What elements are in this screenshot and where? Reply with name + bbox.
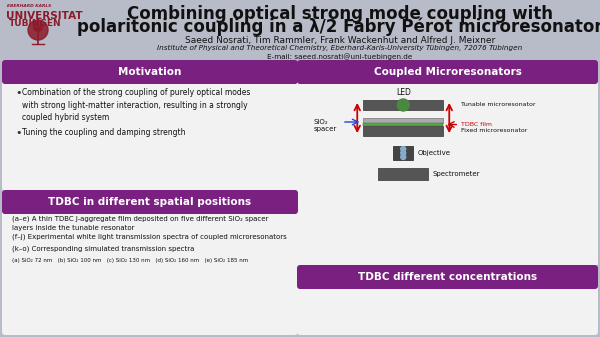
Circle shape bbox=[397, 99, 409, 111]
Text: (a–e) A thin TDBC J-aggregate film deposited on five different SiO₂ spacer
layer: (a–e) A thin TDBC J-aggregate film depos… bbox=[12, 216, 268, 231]
FancyBboxPatch shape bbox=[297, 60, 598, 266]
Text: Combining optical strong mode coupling with: Combining optical strong mode coupling w… bbox=[127, 5, 553, 23]
Circle shape bbox=[401, 154, 406, 159]
FancyBboxPatch shape bbox=[2, 60, 298, 191]
Bar bbox=[363, 126, 443, 136]
Text: Fixed microresonator: Fixed microresonator bbox=[461, 128, 527, 133]
Text: UNIVERSITAT: UNIVERSITAT bbox=[6, 11, 83, 21]
Text: EBERHARD KARLS: EBERHARD KARLS bbox=[7, 4, 51, 8]
Text: •: • bbox=[15, 88, 22, 98]
Text: Coupled Microresonators: Coupled Microresonators bbox=[374, 67, 521, 77]
Text: polaritonic coupling in a λ/2 Fabry Pérot microresonator: polaritonic coupling in a λ/2 Fabry Péro… bbox=[77, 18, 600, 36]
Text: TDBC in different spatial positions: TDBC in different spatial positions bbox=[49, 197, 251, 207]
Bar bbox=[363, 123, 443, 126]
Circle shape bbox=[401, 151, 406, 155]
Text: TDBC different concentrations: TDBC different concentrations bbox=[358, 272, 537, 282]
Circle shape bbox=[401, 147, 406, 152]
FancyBboxPatch shape bbox=[2, 190, 298, 335]
Text: (a) SiO₂ 72 nm   (b) SiO₂ 100 nm   (c) SiO₂ 130 nm   (d) SiO₂ 160 nm   (e) SiO₂ : (a) SiO₂ 72 nm (b) SiO₂ 100 nm (c) SiO₂ … bbox=[12, 258, 248, 263]
Bar bbox=[393, 146, 413, 160]
Text: Combination of the strong coupling of purely optical modes
with strong light-mat: Combination of the strong coupling of pu… bbox=[22, 88, 250, 122]
FancyBboxPatch shape bbox=[297, 60, 598, 84]
FancyBboxPatch shape bbox=[297, 265, 598, 335]
FancyBboxPatch shape bbox=[297, 265, 598, 289]
Circle shape bbox=[28, 20, 48, 40]
Text: E-mail: saeed.nosrati@uni-tuebingen.de: E-mail: saeed.nosrati@uni-tuebingen.de bbox=[268, 53, 413, 60]
Text: Tunable microresonator: Tunable microresonator bbox=[461, 102, 536, 108]
Text: SiO₂
spacer: SiO₂ spacer bbox=[314, 119, 337, 132]
Text: Motivation: Motivation bbox=[118, 67, 182, 77]
FancyBboxPatch shape bbox=[2, 190, 298, 214]
Bar bbox=[363, 100, 443, 110]
Text: TUBINGEN: TUBINGEN bbox=[9, 19, 62, 28]
Bar bbox=[363, 118, 443, 123]
Text: Spectrometer: Spectrometer bbox=[432, 171, 480, 177]
Text: TDBC film: TDBC film bbox=[461, 122, 492, 127]
Text: Saeed Nosrati, Tim Rammler, Frank Wackenhut and Alfred J. Meixner: Saeed Nosrati, Tim Rammler, Frank Wacken… bbox=[185, 36, 495, 45]
Bar bbox=[378, 168, 428, 180]
Text: Institute of Physical and Theoretical Chemistry, Eberhard-Karls-University Tübin: Institute of Physical and Theoretical Ch… bbox=[157, 45, 523, 51]
Text: (f–j) Experimental white light transmission spectra of coupled microresonators: (f–j) Experimental white light transmiss… bbox=[12, 234, 287, 241]
Text: •: • bbox=[15, 128, 22, 138]
Text: Tuning the coupling and damping strength: Tuning the coupling and damping strength bbox=[22, 128, 185, 137]
FancyBboxPatch shape bbox=[2, 60, 298, 84]
Text: (k–o) Corresponding simulated transmission spectra: (k–o) Corresponding simulated transmissi… bbox=[12, 246, 194, 252]
Text: Objective: Objective bbox=[417, 150, 450, 156]
Text: LED: LED bbox=[396, 88, 410, 97]
